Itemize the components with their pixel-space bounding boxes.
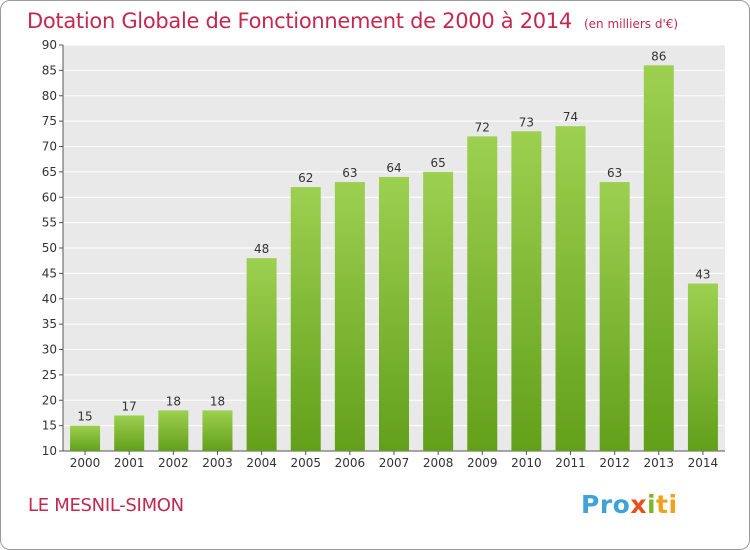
- x-tick-label: 2007: [379, 456, 410, 470]
- x-tick-label: 2010: [511, 456, 542, 470]
- bar-value-label: 15: [77, 410, 92, 424]
- x-tick-label: 2005: [290, 456, 321, 470]
- x-tick-label: 2006: [335, 456, 366, 470]
- bar-value-label: 73: [519, 115, 534, 129]
- y-tick-label: 20: [42, 393, 57, 407]
- bar: [158, 410, 189, 451]
- bar: [334, 182, 365, 451]
- x-tick-label: 2011: [555, 456, 586, 470]
- bar-value-label: 43: [695, 268, 710, 282]
- logo-part-4: ti: [656, 490, 678, 519]
- y-tick-label: 50: [42, 241, 57, 255]
- bar: [202, 410, 233, 451]
- bar: [290, 187, 321, 451]
- commune-name: LE MESNIL-SIMON: [28, 495, 184, 516]
- logo-part-3: i: [646, 490, 657, 519]
- y-tick-label: 65: [42, 165, 57, 179]
- x-tick-label: 2000: [70, 456, 101, 470]
- bar: [246, 258, 277, 451]
- bar: [555, 126, 586, 451]
- x-tick-label: 2003: [202, 456, 233, 470]
- proxiti-logo: Proxiti: [581, 490, 678, 519]
- y-tick-label: 45: [42, 266, 57, 280]
- x-tick-label: 2004: [246, 456, 277, 470]
- bar-value-label: 74: [563, 110, 578, 124]
- bar-value-label: 18: [210, 394, 225, 408]
- chart-title-text: Dotation Globale de Fonctionnement de 20…: [27, 9, 572, 33]
- logo-part-1: Pro: [581, 490, 631, 519]
- y-tick-label: 25: [42, 368, 57, 382]
- bar-value-label: 62: [298, 171, 313, 185]
- bar: [599, 182, 630, 451]
- y-tick-label: 60: [42, 190, 57, 204]
- bar: [687, 283, 718, 451]
- bar-value-label: 17: [122, 399, 137, 413]
- chart-title: Dotation Globale de Fonctionnement de 20…: [27, 9, 678, 33]
- bar-value-label: 64: [386, 161, 401, 175]
- bar-value-label: 18: [166, 394, 181, 408]
- x-tick-label: 2012: [599, 456, 630, 470]
- x-tick-label: 2001: [114, 456, 145, 470]
- y-tick-label: 55: [42, 216, 57, 230]
- bar-value-label: 63: [607, 166, 622, 180]
- y-tick-label: 80: [42, 89, 57, 103]
- logo-part-2: x: [630, 490, 647, 519]
- x-tick-label: 2008: [423, 456, 454, 470]
- y-tick-label: 75: [42, 114, 57, 128]
- bar: [70, 425, 101, 451]
- bar-value-label: 48: [254, 242, 269, 256]
- bar: [511, 131, 542, 451]
- chart-unit: (en milliers d'€): [583, 17, 679, 31]
- bar-value-label: 86: [651, 49, 666, 63]
- bar-value-label: 63: [342, 166, 357, 180]
- bar: [379, 176, 409, 451]
- bar: [423, 171, 454, 451]
- y-tick-label: 70: [42, 140, 57, 154]
- x-tick-label: 2013: [644, 456, 675, 470]
- bar: [643, 65, 674, 452]
- x-tick-label: 2002: [158, 456, 189, 470]
- bar-value-label: 65: [430, 156, 445, 170]
- x-tick-label: 2014: [688, 456, 719, 470]
- bar: [467, 136, 498, 451]
- y-tick-label: 40: [42, 292, 57, 306]
- x-tick-label: 2009: [467, 456, 498, 470]
- bar-value-label: 72: [475, 120, 490, 134]
- y-tick-label: 35: [42, 317, 57, 331]
- y-tick-label: 85: [42, 63, 57, 77]
- y-tick-label: 15: [42, 419, 57, 433]
- y-tick-label: 30: [42, 343, 57, 357]
- y-tick-label: 10: [42, 444, 57, 458]
- bar: [114, 415, 145, 451]
- y-tick-label: 90: [42, 38, 57, 52]
